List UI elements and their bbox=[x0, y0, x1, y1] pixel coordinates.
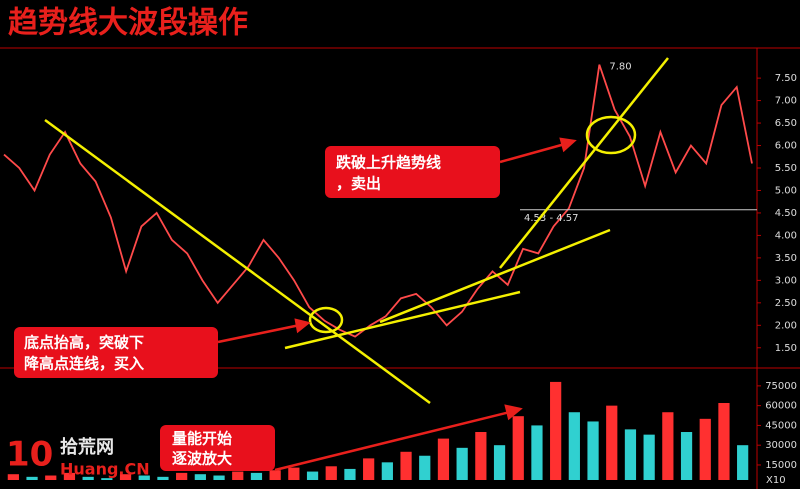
volume-bar bbox=[269, 470, 281, 480]
volume-bar bbox=[456, 447, 468, 480]
y-tick-label: 3.00 bbox=[775, 275, 797, 286]
y-tick-label: 7.00 bbox=[775, 96, 797, 107]
arrowhead bbox=[504, 404, 523, 421]
volume-bar bbox=[363, 458, 375, 480]
volume-bar bbox=[718, 403, 730, 480]
logo-site: Huang.CN bbox=[60, 460, 150, 479]
y-tick-label: 75000 bbox=[765, 381, 797, 392]
y-tick-label: 3.50 bbox=[775, 253, 797, 264]
volume-bar bbox=[194, 474, 206, 480]
y-tick-label: 5.00 bbox=[775, 185, 797, 196]
volume-bar bbox=[512, 416, 524, 480]
highlight bbox=[585, 115, 637, 155]
arrowhead bbox=[294, 318, 311, 334]
callout-box bbox=[14, 327, 218, 378]
volume-bar bbox=[680, 432, 693, 480]
arrowhead bbox=[559, 137, 577, 153]
volume-bar bbox=[138, 475, 150, 480]
y-tick-label: 6.00 bbox=[775, 141, 797, 152]
volume-bar bbox=[119, 474, 132, 480]
volume-bar bbox=[419, 455, 431, 480]
volume-bar bbox=[82, 476, 94, 480]
volume-bar bbox=[699, 418, 711, 480]
arrow bbox=[217, 323, 301, 344]
volume-bar bbox=[606, 405, 618, 480]
high-label: 7.80 bbox=[609, 62, 631, 73]
volume-bar bbox=[493, 445, 506, 480]
trendline bbox=[379, 228, 611, 324]
highlight bbox=[308, 306, 344, 334]
volume-bar bbox=[63, 472, 76, 480]
callout-text: 逐波放大 bbox=[172, 450, 232, 468]
callout-box bbox=[325, 146, 500, 198]
volume-bar bbox=[26, 476, 38, 480]
y-tick-label: 45000 bbox=[765, 420, 797, 431]
scale-label: X10 bbox=[766, 475, 786, 486]
y-tick-label: 6.50 bbox=[775, 118, 797, 129]
arrows bbox=[217, 137, 577, 472]
volume-bar bbox=[213, 475, 225, 480]
callout-box bbox=[160, 425, 275, 471]
volume-bar bbox=[531, 425, 543, 480]
volume-bar bbox=[250, 472, 263, 480]
volume-bar bbox=[344, 468, 356, 480]
callout-text: 量能开始 bbox=[172, 430, 232, 448]
arrow bbox=[274, 410, 511, 472]
y-tick-label: 7.50 bbox=[775, 73, 797, 84]
logo-name: 拾荒网 bbox=[60, 436, 114, 458]
y-tick-label: 4.50 bbox=[775, 208, 797, 219]
logo-number: 10 bbox=[6, 435, 53, 475]
volume-bar bbox=[737, 445, 749, 480]
y-tick-label: 1.50 bbox=[775, 343, 797, 354]
volume-bar bbox=[624, 429, 637, 480]
callout-text: 降高点连线，买入 bbox=[24, 355, 144, 373]
trendline bbox=[44, 118, 431, 405]
price-line bbox=[3, 64, 753, 338]
trendline bbox=[284, 290, 521, 350]
title: 趋势线大波段操作 bbox=[8, 6, 248, 41]
volume-bar bbox=[157, 476, 169, 480]
volume-bar bbox=[437, 438, 450, 480]
volume-bar bbox=[45, 475, 57, 480]
callout-text: 底点抬高，突破下 bbox=[24, 334, 144, 352]
y-tick-label: 5.50 bbox=[775, 163, 797, 174]
volume-bar bbox=[325, 466, 337, 480]
y-tick-label: 2.50 bbox=[775, 298, 797, 309]
volume-bar bbox=[101, 478, 113, 480]
volume-bar bbox=[587, 421, 599, 480]
y-tick-label: 60000 bbox=[765, 401, 797, 412]
volume-bar bbox=[568, 412, 580, 480]
volume-bar bbox=[550, 381, 562, 480]
arrow bbox=[499, 142, 566, 164]
y-tick-label: 4.00 bbox=[775, 230, 797, 241]
volume-bar bbox=[662, 412, 674, 480]
level-label: 4.53 - 4.57 bbox=[524, 213, 579, 224]
volume-bar bbox=[381, 462, 393, 480]
volume-bar bbox=[475, 432, 487, 480]
volume-bar bbox=[232, 471, 244, 480]
volume-bar bbox=[288, 467, 300, 480]
y-tick-label: 15000 bbox=[765, 460, 797, 471]
volume-bar bbox=[7, 474, 19, 480]
volume-bar bbox=[176, 472, 188, 480]
volume-bar bbox=[306, 471, 319, 480]
volume-bar bbox=[400, 451, 412, 480]
volume-bar bbox=[643, 434, 655, 480]
trendlines bbox=[44, 57, 669, 405]
y-tick-label: 2.00 bbox=[775, 320, 797, 331]
callout-text: ，卖出 bbox=[336, 175, 381, 193]
y-tick-label: 30000 bbox=[765, 440, 797, 451]
trendline bbox=[499, 57, 669, 269]
callout-text: 跌破上升趋势线 bbox=[336, 154, 441, 172]
